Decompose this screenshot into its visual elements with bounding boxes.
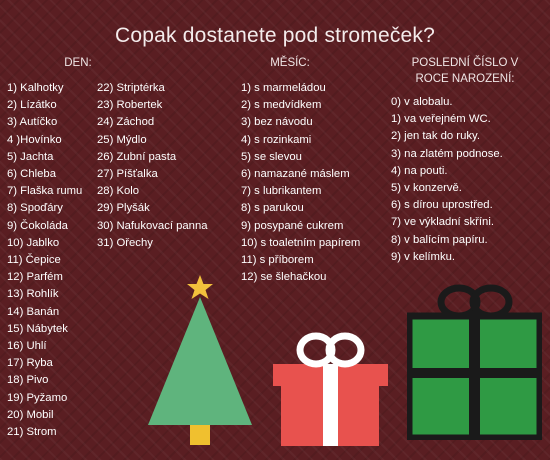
day-option: 16) Uhlí (7, 340, 47, 353)
day-option: 17) Ryba (7, 357, 53, 370)
month-option: 6) namazané máslem (241, 168, 350, 181)
month-option: 7) s lubrikantem (241, 185, 322, 198)
month-option: 5) se slevou (241, 150, 302, 163)
month-option: 4) s rozinkami (241, 133, 312, 146)
christmas-tree-icon (148, 275, 252, 445)
heading-month: MĚSÍC: (270, 57, 310, 69)
month-option: 10) s toaletním papírem (241, 236, 361, 249)
day-option: 31) Ořechy (97, 236, 153, 249)
day-list-2: 22) Striptérka 23) Robertek 24) Záchod 25) … (97, 80, 208, 252)
day-option: 1) Kalhotky (7, 82, 64, 94)
green-gift-icon (407, 284, 542, 440)
day-option: 12) Parfém (7, 271, 63, 284)
red-gift-ribbon-vertical (323, 364, 338, 446)
year-option: 3) na zlatém podnose. (391, 147, 503, 160)
day-option: 23) Robertek (97, 99, 163, 112)
heading-year-line2: ROCE NAROZENÍ: (415, 73, 515, 85)
day-option: 2) Lízátko (7, 99, 57, 112)
tree-trunk (190, 423, 210, 445)
day-option: 18) Pivo (7, 374, 49, 387)
day-option: 26) Zubní pasta (97, 150, 177, 163)
day-option: 21) Strom (7, 426, 57, 439)
day-option: 9) Čokoláda (7, 219, 68, 232)
day-option: 3) Autíčko (7, 116, 58, 129)
day-option: 24) Záchod (97, 116, 155, 129)
heading-day: DEN: (64, 57, 92, 69)
day-list-1: 1) Kalhotky 2) Lízátko 3) Autíčko 4 )Hovínk… (7, 80, 82, 441)
month-option: 2) s medvídkem (241, 99, 322, 112)
year-option: 8) v balícím papíru. (391, 233, 488, 246)
day-option: 29) Plyšák (97, 202, 150, 215)
month-option: 9) posypané cukrem (241, 219, 344, 232)
star-icon (187, 275, 213, 299)
day-option: 13) Rohlík (7, 288, 59, 301)
day-option: 14) Banán (7, 305, 60, 318)
year-option: 5) v konzervě. (391, 182, 462, 195)
tree-body (148, 297, 252, 425)
year-option: 6) s dírou uprostřed. (391, 199, 493, 212)
heading-year: POSLEDNÍ ČÍSLO V ROCE NAROZENÍ: (400, 55, 530, 87)
day-option: 8) Spoďáry (7, 202, 63, 215)
day-option: 19) Pyžamo (7, 391, 68, 404)
month-option: 12) se šlehačkou (241, 271, 327, 284)
day-option: 6) Chleba (7, 168, 56, 181)
year-option: 1) va veřejném WC. (391, 113, 491, 126)
year-option: 0) v alobalu. (391, 96, 453, 108)
day-option: 20) Mobil (7, 408, 54, 421)
month-option: 11) s příborem (241, 254, 314, 267)
day-option: 7) Flaška rumu (7, 185, 83, 198)
year-option: 7) ve výkladní skříni. (391, 216, 494, 229)
page-title: Copak dostanete pod stromeček? (114, 24, 436, 47)
year-option: 9) v kelímku. (391, 250, 456, 263)
day-option: 22) Striptérka (97, 82, 165, 94)
red-gift-bow-right (325, 332, 365, 368)
month-option: 8) s parukou (241, 202, 304, 215)
month-list: 1) s marmeládou 2) s medvídkem 3) bez návo… (241, 80, 360, 286)
month-option: 1) s marmeládou (241, 82, 326, 94)
day-option: 28) Kolo (97, 185, 140, 198)
year-option: 4) na pouti. (391, 164, 448, 177)
day-option: 25) Mýdlo (97, 133, 147, 146)
day-option: 10) Jablko (7, 236, 60, 249)
day-option: 4 )Hovínko (7, 133, 62, 146)
red-gift-icon (273, 332, 388, 446)
month-option: 3) bez návodu (241, 116, 313, 129)
day-option: 30) Nafukovací panna (97, 219, 208, 232)
green-gift-ribbon-horizontal (409, 368, 540, 378)
day-option: 11) Čepice (7, 254, 61, 267)
day-option: 5) Jachta (7, 150, 54, 163)
year-list: 0) v alobalu. 1) va veřejném WC. 2) jen ta… (391, 94, 503, 266)
day-option: 15) Nábytek (7, 322, 68, 335)
day-option: 27) Píšťalka (97, 168, 158, 181)
year-option: 2) jen tak do ruky. (391, 130, 480, 143)
heading-year-line1: POSLEDNÍ ČÍSLO V (411, 57, 519, 69)
